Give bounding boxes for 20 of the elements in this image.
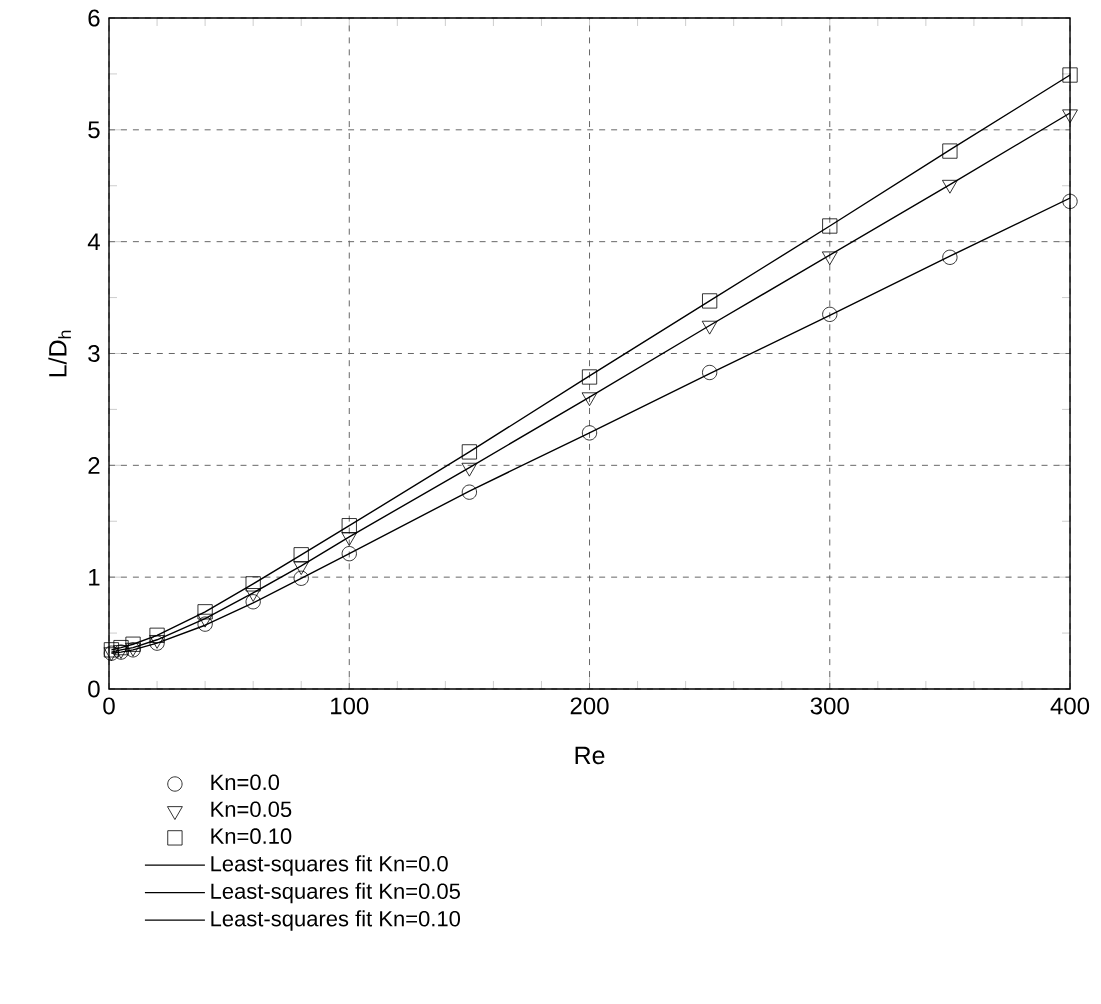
legend-label: Least-squares fit Kn=0.05 (211, 882, 460, 904)
y-tick-label: 3 (88, 345, 100, 362)
y-tick-label: 4 (87, 233, 100, 250)
x-tick-label: 200 (570, 697, 609, 715)
x-tick-label: 100 (331, 697, 369, 715)
x-tick-label: 400 (1050, 697, 1090, 715)
legend-label: Least-squares fit Kn=0.10 (211, 910, 461, 931)
x-axis-title: Re (575, 746, 605, 765)
y-tick-label: 2 (88, 456, 100, 474)
y-tick-label: 5 (88, 121, 100, 139)
y-tick-label: 6 (88, 9, 100, 27)
x-tick-label: 0 (103, 697, 115, 715)
y-axis-title: L/D$_{h}$ (48, 330, 71, 377)
legend-label: Kn=0.0 (211, 774, 280, 791)
x-tick-label: 300 (810, 697, 849, 715)
y-tick-label: 1 (89, 568, 100, 586)
y-tick-label: 0 (88, 680, 100, 698)
legend-label: Kn=0.05 (211, 801, 292, 818)
legend-label: Kn=0.10 (211, 828, 292, 844)
legend-label: Least-squares fit Kn=0.0 (211, 855, 448, 876)
